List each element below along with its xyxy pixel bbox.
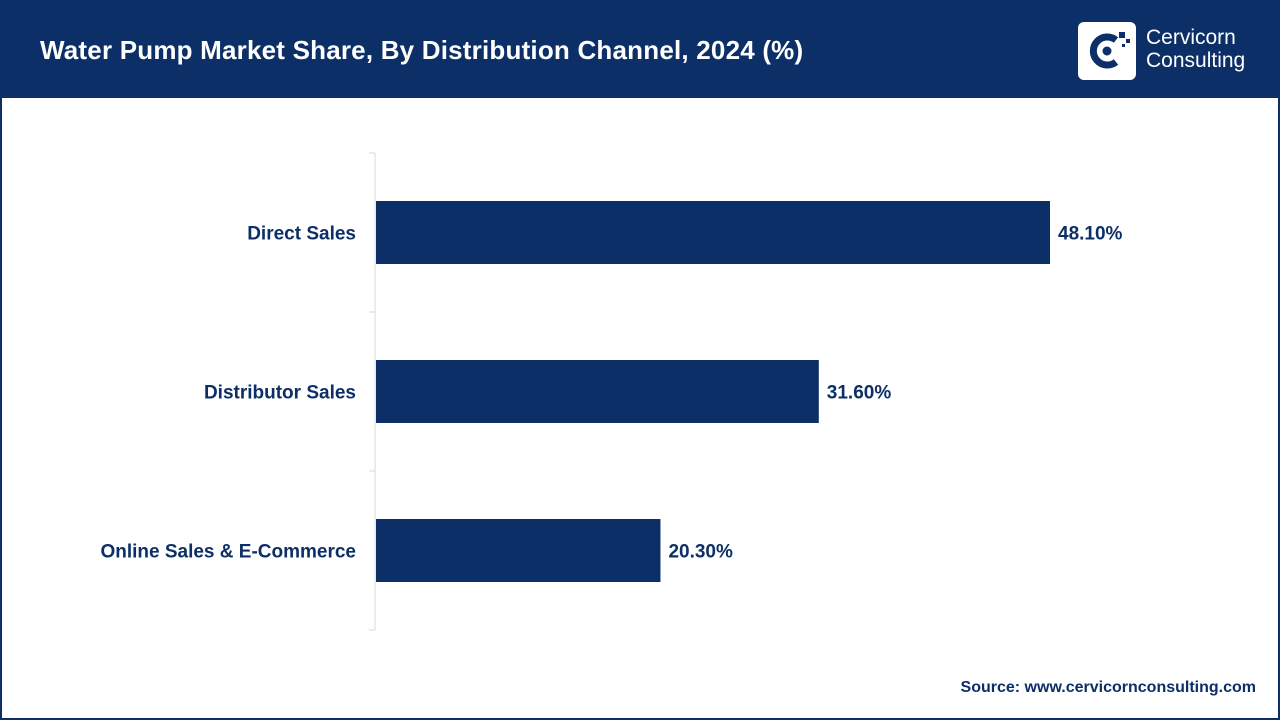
category-label: Online Sales & E-Commerce	[100, 542, 356, 563]
bar	[376, 360, 819, 423]
page-title: Water Pump Market Share, By Distribution…	[40, 35, 804, 65]
value-label: 31.60%	[827, 383, 892, 404]
value-label: 48.10%	[1058, 224, 1123, 245]
logo-line-1: Cervicorn	[1146, 26, 1236, 49]
category-label: Direct Sales	[247, 224, 356, 245]
bar	[376, 201, 1050, 264]
company-logo: Cervicorn Consulting	[1078, 20, 1268, 82]
logo-text: Cervicorn Consulting	[1146, 26, 1245, 72]
bar	[376, 519, 661, 582]
value-label: 20.30%	[668, 542, 733, 563]
logo-line-2: Consulting	[1146, 49, 1246, 72]
source-note: Source: www.cervicornconsulting.com	[960, 679, 1256, 696]
bar-chart: Direct Sales 48.10% Distributor Sales 31.60…	[100, 152, 1123, 631]
category-label: Distributor Sales	[204, 383, 356, 404]
header-bar: Water Pump Market Share, By Distribution…	[2, 2, 1278, 98]
cervicorn-c-icon	[1078, 22, 1136, 80]
